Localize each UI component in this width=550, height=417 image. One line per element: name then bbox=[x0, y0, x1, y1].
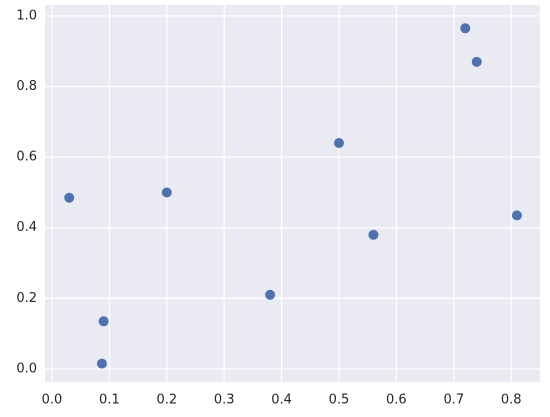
y-tick-label: 0.6 bbox=[16, 150, 37, 165]
point bbox=[98, 316, 109, 327]
x-tick-label: 0.3 bbox=[214, 393, 235, 408]
point bbox=[460, 23, 471, 34]
y-tick-label: 0.2 bbox=[16, 291, 37, 306]
plot-area bbox=[45, 5, 540, 382]
point bbox=[265, 289, 276, 300]
x-tick-label: 0.1 bbox=[99, 393, 120, 408]
x-tick-label: 0.6 bbox=[386, 393, 407, 408]
point bbox=[161, 187, 172, 198]
y-tick-label: 1.0 bbox=[16, 8, 37, 23]
x-tick-label: 0.8 bbox=[501, 393, 522, 408]
point bbox=[471, 56, 482, 67]
x-tick-label: 0.0 bbox=[42, 393, 63, 408]
point bbox=[368, 229, 379, 240]
x-tick-label: 0.5 bbox=[329, 393, 350, 408]
y-tick-label: 0.0 bbox=[16, 361, 37, 376]
point bbox=[511, 210, 522, 221]
y-tick-label: 0.8 bbox=[16, 79, 37, 94]
point bbox=[96, 358, 107, 369]
x-tick-label: 0.7 bbox=[443, 393, 464, 408]
x-tick-label: 0.4 bbox=[271, 393, 292, 408]
x-tick-label: 0.2 bbox=[156, 393, 177, 408]
point bbox=[333, 138, 344, 149]
y-tick-label: 0.4 bbox=[16, 220, 37, 235]
point bbox=[64, 192, 75, 203]
